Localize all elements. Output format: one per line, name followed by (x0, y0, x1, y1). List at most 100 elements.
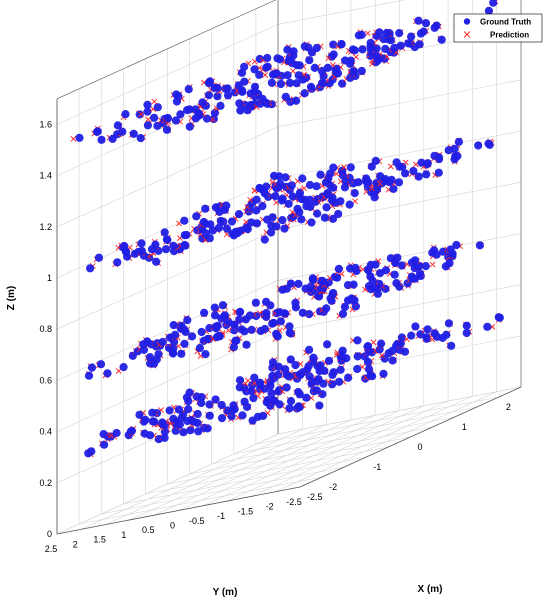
ground-truth-point (281, 365, 290, 374)
ground-truth-point (414, 16, 423, 25)
ground-truth-point (161, 245, 171, 254)
ground-truth-point (210, 109, 219, 118)
ground-truth-point (338, 166, 347, 175)
ground-truth-point (247, 325, 256, 334)
side-wall-grid-line (277, 130, 522, 179)
ground-truth-point (411, 322, 420, 331)
ground-truth-point (366, 371, 375, 380)
ground-truth-point (338, 346, 347, 355)
ground-truth-point (267, 389, 276, 398)
ground-truth-point (315, 401, 324, 410)
ground-truth-point (336, 197, 345, 206)
prediction-point (341, 164, 348, 171)
ground-truth-point (462, 321, 471, 330)
ground-truth-point (341, 56, 350, 65)
z-tick-label: 0.8 (39, 324, 52, 334)
ground-truth-point (129, 129, 138, 138)
ground-truth-point (336, 365, 345, 374)
ground-truth-point (140, 429, 149, 438)
ground-truth-point (329, 288, 338, 298)
ground-truth-point (158, 418, 167, 427)
ground-truth-point (250, 373, 259, 382)
ground-truth-point (229, 343, 238, 352)
ground-truth-point (381, 266, 390, 275)
ground-truth-point (386, 254, 395, 263)
ground-truth-point (372, 44, 381, 53)
ground-truth-point (218, 301, 227, 310)
legend-label-prediction: Prediction (490, 31, 529, 40)
ground-truth-point (393, 253, 402, 262)
ground-truth-point (272, 329, 281, 338)
ground-truth-point (353, 364, 362, 374)
ground-truth-point (328, 214, 338, 223)
ground-truth-point (371, 156, 380, 165)
ground-truth-point (191, 105, 200, 114)
ground-truth-point (447, 341, 456, 350)
ground-truth-point (245, 311, 255, 320)
ground-truth-point (177, 349, 186, 358)
ground-truth-point (350, 189, 359, 198)
ground-truth-point (203, 334, 212, 344)
back-wall-grid-line (56, 228, 279, 330)
ground-truth-point (182, 230, 191, 240)
ground-truth-point (197, 398, 206, 408)
ground-truth-point (286, 279, 296, 288)
ground-truth-point (153, 103, 162, 112)
data-points (70, 0, 504, 458)
ground-truth-point (255, 70, 264, 79)
ground-truth-point (252, 206, 261, 215)
ground-truth-point (305, 56, 314, 65)
ground-truth-point (357, 66, 366, 76)
ground-truth-point (285, 322, 294, 331)
ground-truth-point (302, 393, 311, 402)
y-tick-label: -0.5 (189, 516, 205, 526)
ground-truth-point (216, 101, 225, 110)
ground-truth-point (268, 213, 277, 222)
ground-truth-point (255, 378, 265, 387)
ground-truth-point (329, 368, 338, 377)
ground-truth-point (143, 337, 152, 346)
floor-grid-line (81, 429, 303, 530)
ground-truth-point (269, 318, 278, 327)
ground-truth-point (340, 183, 349, 192)
ground-truth-point (294, 71, 303, 80)
ground-truth-point (489, 0, 498, 7)
ground-truth-point (284, 199, 293, 208)
prediction-point (402, 159, 409, 166)
ground-truth-point (180, 339, 189, 348)
ground-truth-point (347, 294, 356, 303)
y-tick-label: 2.5 (45, 544, 58, 554)
x-tick-label: -1 (373, 462, 381, 472)
ground-truth-point (158, 337, 167, 347)
ground-truth-point (237, 325, 246, 334)
ground-truth-point (120, 241, 129, 251)
z-axis-label: Z (m) (6, 286, 17, 310)
x-tick-label: 0 (418, 442, 423, 452)
ground-truth-point (267, 228, 276, 237)
ground-truth-point (388, 356, 397, 365)
ground-truth-point (214, 223, 224, 232)
ground-truth-point (250, 65, 259, 74)
ground-truth-point (281, 92, 290, 101)
ground-truth-point (177, 321, 186, 330)
ground-truth-point (415, 40, 424, 49)
ground-truth-point (363, 342, 373, 351)
ground-truth-point (312, 43, 321, 53)
ground-truth-point (407, 272, 416, 281)
ground-truth-point (340, 302, 349, 312)
ground-truth-point (484, 6, 493, 16)
ground-truth-point (298, 308, 307, 317)
ground-truth-point (387, 175, 396, 184)
ground-truth-point (285, 404, 294, 413)
ground-truth-point (223, 91, 233, 100)
ground-truth-point (216, 216, 225, 226)
ground-truth-point (334, 209, 343, 219)
ground-truth-point (462, 328, 471, 338)
side-wall-grid-line (277, 79, 522, 128)
ground-truth-point (96, 360, 106, 369)
ground-truth-point (205, 324, 214, 333)
top-edge (56, 0, 277, 100)
ground-truth-point (201, 204, 210, 213)
ground-truth-point (230, 88, 240, 97)
ground-truth-point (87, 363, 97, 372)
